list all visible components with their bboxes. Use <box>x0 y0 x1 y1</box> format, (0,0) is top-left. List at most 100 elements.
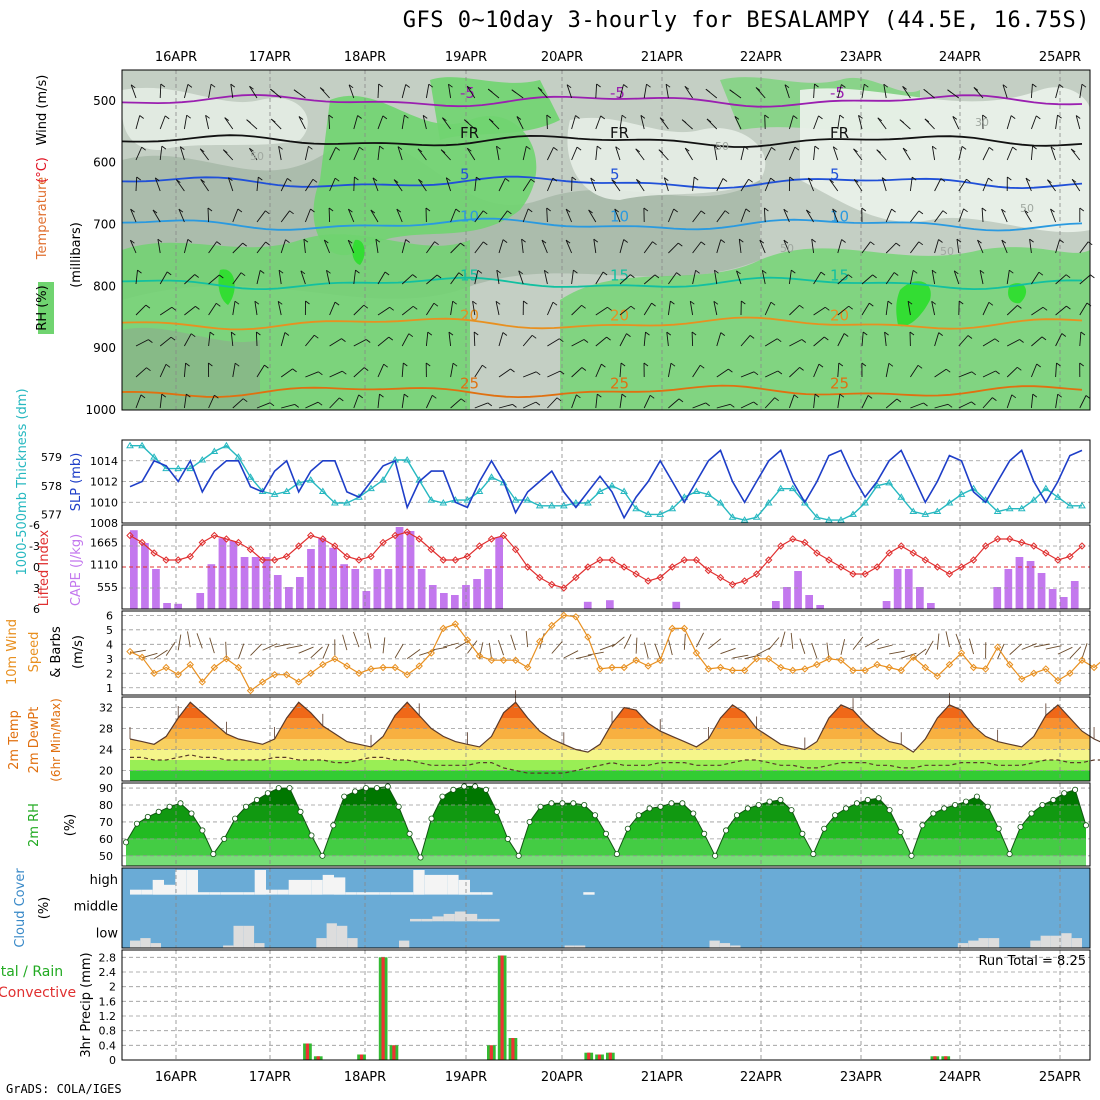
wind-barb <box>909 270 914 285</box>
li-tick-label: 6 <box>33 603 40 616</box>
wind-barb <box>977 239 984 254</box>
isotherm-label: 5 <box>460 166 470 184</box>
wind-barb <box>934 178 942 192</box>
wind-barb-flag <box>917 364 923 369</box>
rh2m-marker <box>253 796 260 803</box>
wind10-marker <box>885 663 893 672</box>
lifted-index-marker <box>849 570 857 578</box>
wind-barb <box>571 367 583 378</box>
lifted-index-marker <box>523 563 532 571</box>
wind-barb-flag <box>230 83 236 88</box>
wind-barb-flag <box>931 300 936 305</box>
lifted-index-marker <box>198 538 207 547</box>
temp-tick-label: 24 <box>99 744 113 757</box>
wind-barb-flag <box>1002 84 1008 89</box>
pressure-tick-label: 800 <box>93 279 116 293</box>
wind-barb-flag <box>720 332 726 336</box>
precip-tick-label: 0.4 <box>99 1039 117 1052</box>
wind-barb-flag <box>482 364 487 369</box>
cape-bar <box>904 569 913 609</box>
wind-barb <box>740 401 754 409</box>
wind-barb-flag <box>1012 146 1017 151</box>
wind-barb <box>665 84 669 99</box>
wind-barb-flag <box>1061 333 1067 337</box>
rh2m-marker <box>395 803 402 810</box>
cloud-bar <box>458 879 470 895</box>
wind10-barb <box>955 633 962 650</box>
cloud-bar <box>220 892 232 895</box>
wind-barb <box>643 274 656 285</box>
wind-barb-flag <box>988 147 994 151</box>
wind-barb <box>370 209 379 223</box>
wind-barb <box>1031 271 1040 285</box>
wind-barb-flag <box>460 242 465 247</box>
wind-barb <box>667 208 675 223</box>
wind-barb <box>885 208 893 223</box>
lifted-index-marker <box>801 538 809 547</box>
wind-barb <box>571 304 582 316</box>
isotherm-label: 5 <box>610 166 620 184</box>
wind10-barb <box>756 647 772 656</box>
thickness-marker <box>656 510 665 517</box>
wind-barb <box>184 274 196 285</box>
wind-barb-flag <box>945 368 951 373</box>
wind-barb-flag <box>811 238 816 243</box>
lifted-index-marker <box>415 535 423 543</box>
wind-barb-flag <box>652 241 657 246</box>
wind-barb-flag <box>588 209 593 214</box>
wind-barb <box>643 241 653 254</box>
date-tick-label: 18APR <box>344 50 386 65</box>
wind-barb <box>450 242 461 254</box>
panel-label: 3hr Precip (mm) <box>79 952 94 1057</box>
wind-barb-flag <box>412 274 417 278</box>
wind10-barb <box>768 637 780 651</box>
wind10-barb <box>599 643 616 651</box>
wind10-barb <box>225 641 227 658</box>
wind-barb-flag <box>379 393 384 398</box>
wind-barb <box>523 371 537 378</box>
wind-barb <box>393 179 403 192</box>
wind-barb <box>159 83 162 99</box>
cape-bar <box>893 569 902 609</box>
cloud-bar <box>277 889 289 895</box>
wind-barb-flag <box>902 86 907 90</box>
wind-barb <box>689 301 694 316</box>
wind-barb-flag <box>1007 176 1012 181</box>
wind-barb <box>445 177 452 192</box>
lifted-index-marker <box>355 556 363 564</box>
wind10-barb <box>720 647 736 655</box>
isotherm-label: FR <box>460 124 479 142</box>
temp-tick-label: 20 <box>99 765 113 778</box>
wind-barb-flag <box>458 272 464 277</box>
lifted-index-marker <box>186 552 194 561</box>
wind-barb <box>765 370 779 378</box>
wind-barb <box>135 339 149 347</box>
wind-barb <box>474 270 479 285</box>
cloud-bar <box>730 945 741 948</box>
wind-barb <box>1079 331 1082 347</box>
isotherm-label: 20 <box>460 306 479 324</box>
wind-barb <box>837 274 849 285</box>
wind-barb <box>541 239 548 254</box>
wind-barb-flag <box>354 176 359 181</box>
thickness-marker <box>644 510 653 517</box>
cape-bar <box>428 585 437 609</box>
wind10-barb <box>575 654 592 660</box>
wind-barb-flag <box>378 83 383 88</box>
rh2m-marker <box>1083 822 1090 829</box>
wind-barb <box>1001 239 1008 254</box>
wind-barb <box>522 335 533 347</box>
wind-barb <box>788 270 792 285</box>
wind-barb <box>1075 115 1081 130</box>
wind-barb-flag <box>623 239 628 243</box>
wind-barb <box>249 85 258 99</box>
thickness-marker <box>306 476 315 483</box>
wind10-marker <box>789 666 797 675</box>
wind-barb <box>934 403 949 409</box>
rh-contour-label: 50 <box>1020 202 1034 215</box>
wind-barb <box>466 147 476 161</box>
isotherm-line <box>121 134 1083 148</box>
cloud-bar <box>379 892 391 895</box>
wind-barb <box>208 274 220 285</box>
